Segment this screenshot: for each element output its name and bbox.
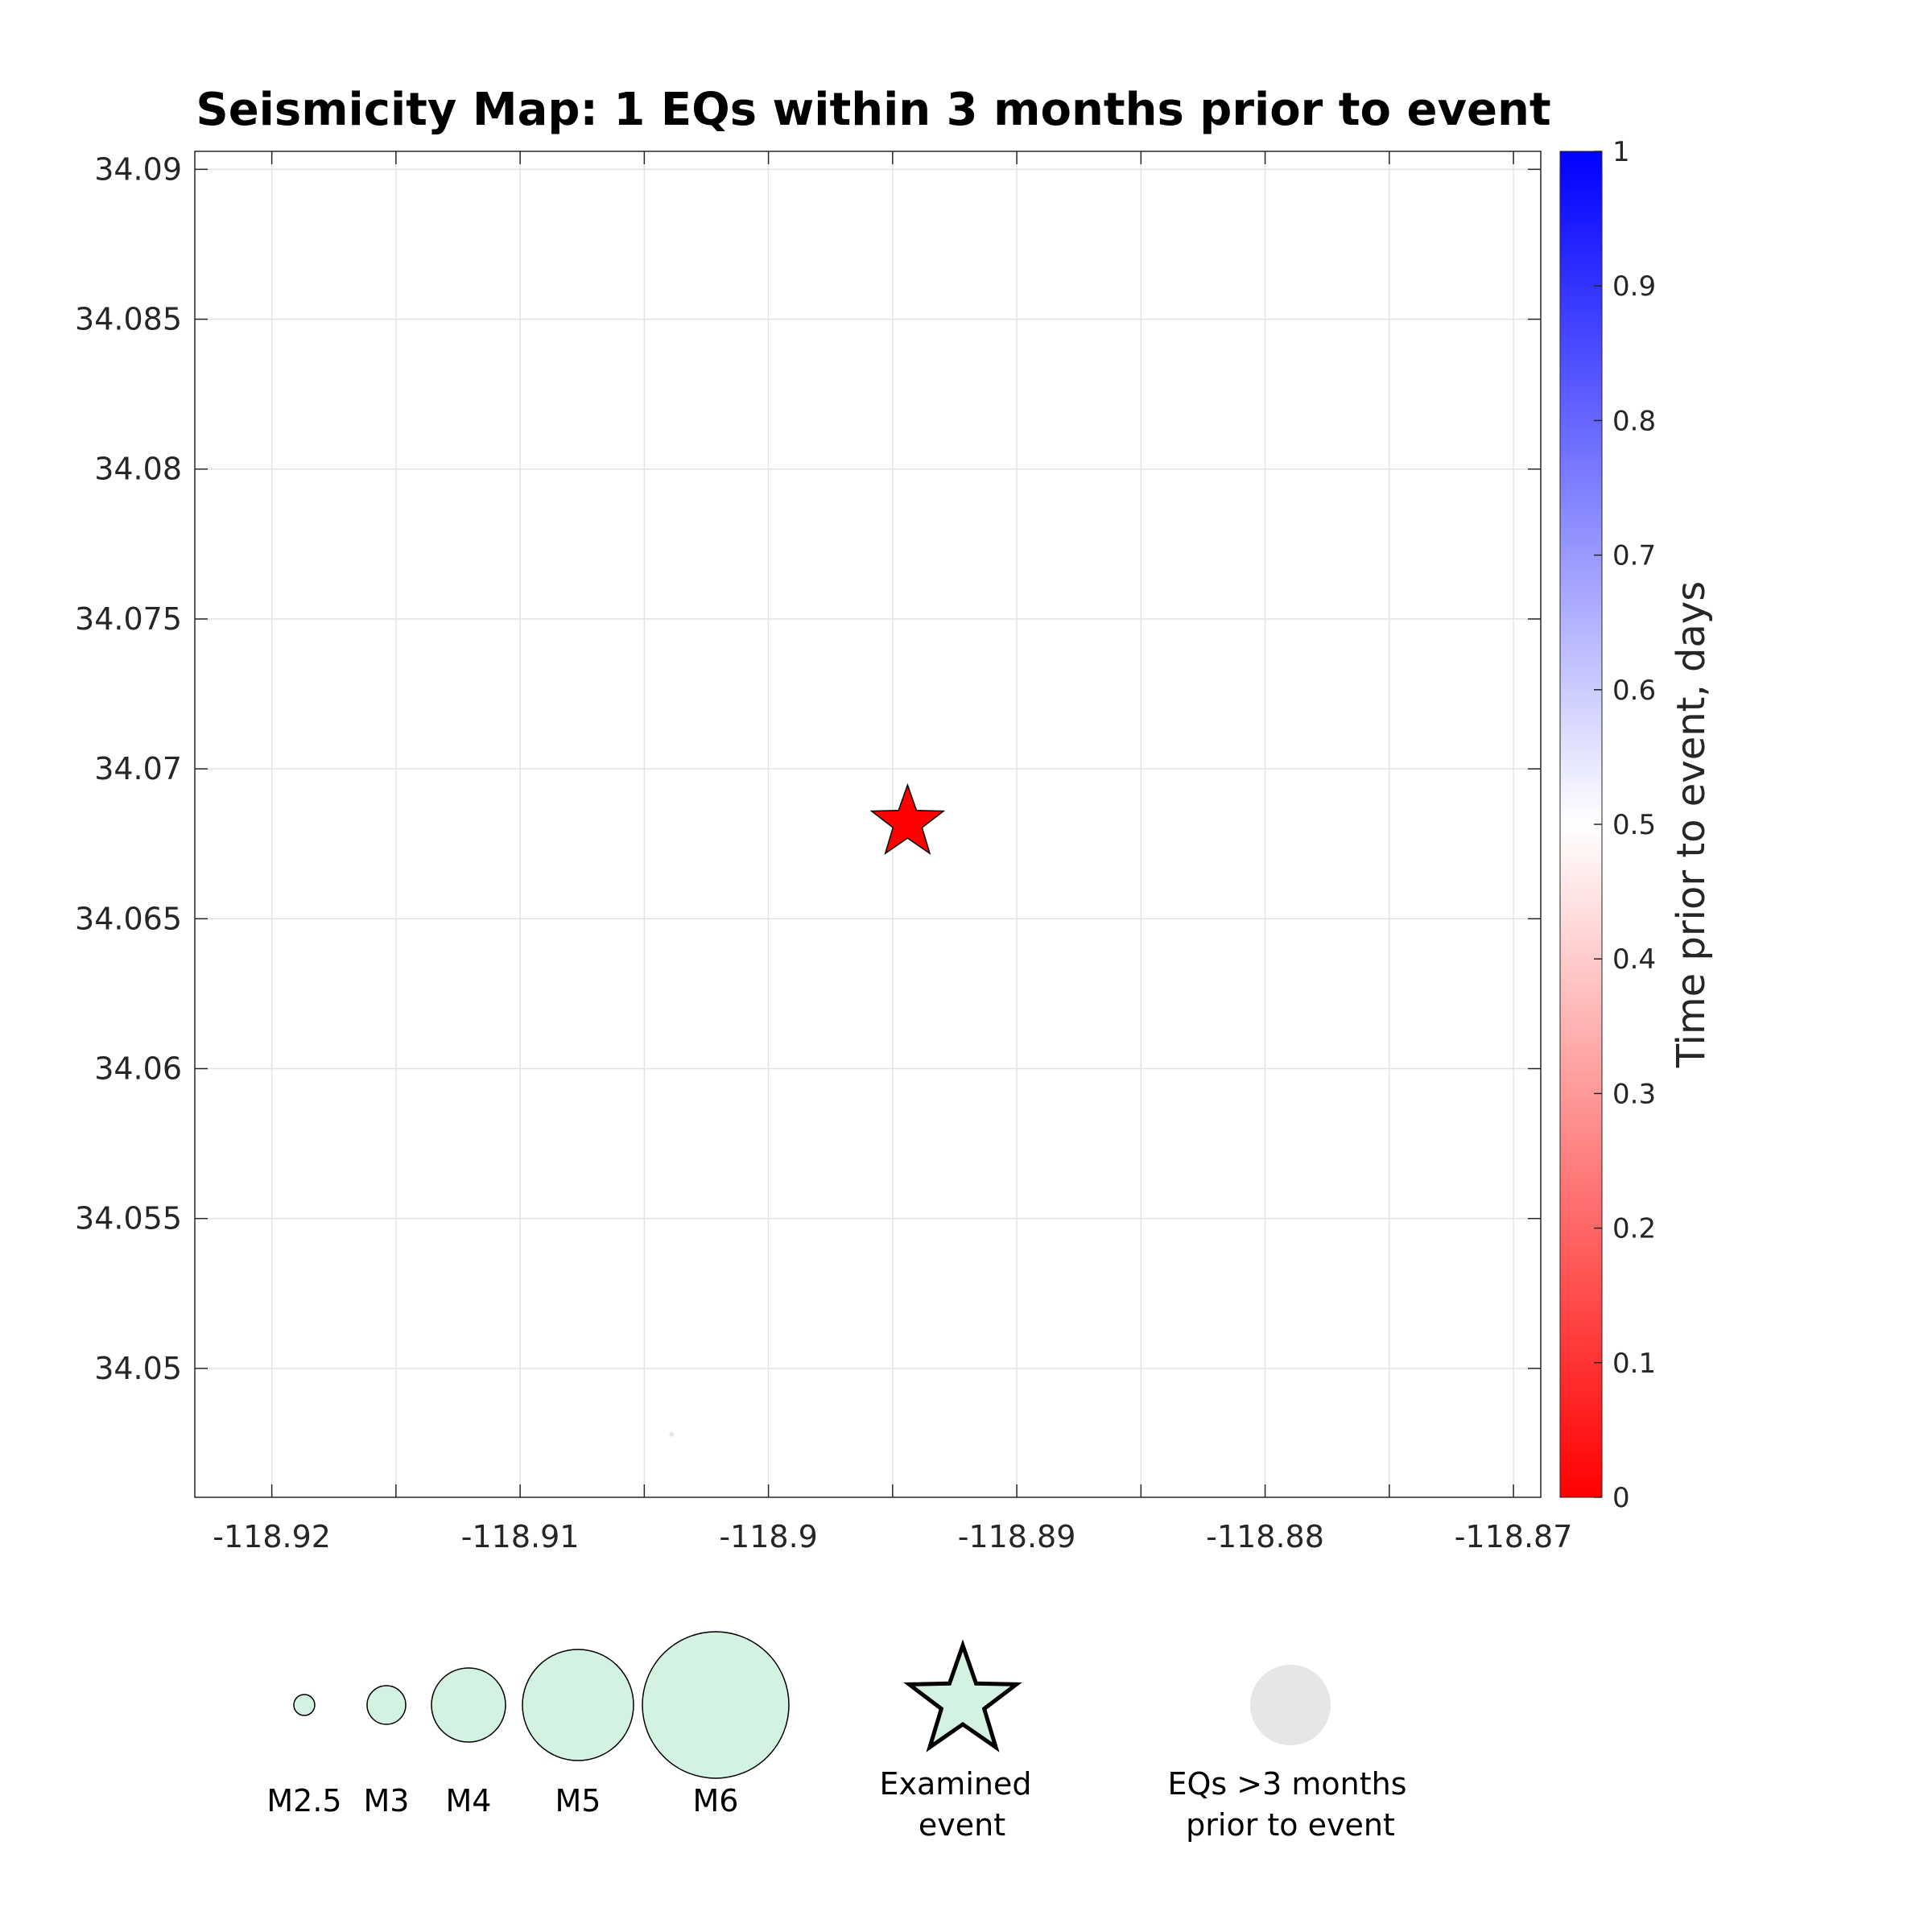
axis-ticks <box>195 151 1541 1497</box>
magnitude-legend-label: M4 <box>446 1783 492 1818</box>
marker-legend: M2.5 M3 M4 M5 M6 Examined event EQs >3 months pr… <box>266 1631 1407 1843</box>
magnitude-legend-circle <box>293 1694 316 1716</box>
y-tick-label: 34.09 <box>94 151 182 187</box>
colorbar-tick-label: 1 <box>1612 136 1630 168</box>
magnitude-legend-label: M2.5 <box>266 1783 341 1818</box>
examined-event-star <box>869 782 946 856</box>
x-tick-label: -118.92 <box>213 1519 331 1554</box>
magnitude-legend-label: M3 <box>364 1783 410 1818</box>
colorbar-label: Time prior to event, days <box>1669 581 1714 1069</box>
y-tick-label: 34.05 <box>94 1351 182 1386</box>
colorbar-tick-label: 0.2 <box>1612 1213 1656 1245</box>
data-points <box>669 782 946 1437</box>
magnitude-legend-label: M5 <box>555 1783 601 1818</box>
y-tick-label: 34.065 <box>75 901 182 936</box>
grid <box>195 151 1541 1497</box>
y-tick-labels: 34.05 34.055 34.06 34.065 34.07 34.075 34.08 34… <box>75 151 182 1386</box>
x-tick-label: -118.89 <box>958 1519 1076 1554</box>
y-tick-label: 34.075 <box>75 601 182 637</box>
colorbar-tick-label: 0.7 <box>1612 540 1656 572</box>
examined-event-legend-label: Examined <box>880 1766 1032 1802</box>
y-tick-label: 34.055 <box>75 1201 182 1236</box>
examined-event-legend-label: event <box>919 1807 1005 1843</box>
x-tick-label: -118.87 <box>1455 1519 1573 1554</box>
x-tick-labels: -118.92 -118.91 -118.9 -118.89 -118.88 -118.8… <box>213 1519 1572 1554</box>
colorbar-tick-label: 0 <box>1612 1482 1630 1514</box>
old-earthquakes-legend-label: prior to event <box>1186 1807 1395 1843</box>
x-tick-label: -118.91 <box>461 1519 580 1554</box>
magnitude-legend-circle <box>431 1667 506 1743</box>
colorbar-tick-label: 0.6 <box>1612 675 1656 707</box>
magnitude-legend-label: M6 <box>693 1783 739 1818</box>
magnitude-legend-circle <box>366 1685 407 1725</box>
magnitude-legend-circle <box>642 1631 790 1779</box>
colorbar-ticks: 0 0.1 0.2 0.3 0.4 0.5 0.6 0.7 0.8 0.9 1 <box>1594 136 1656 1514</box>
y-tick-label: 34.085 <box>75 302 182 337</box>
y-tick-label: 34.06 <box>94 1051 182 1086</box>
colorbar-tick-label: 0.4 <box>1612 943 1656 976</box>
colorbar-tick-label: 0.9 <box>1612 270 1656 303</box>
chart-title: Seismicity Map: 1 EQs within 3 months pr… <box>196 84 1550 136</box>
colorbar-tick-label: 0.8 <box>1612 405 1656 437</box>
x-tick-label: -118.88 <box>1206 1519 1324 1554</box>
colorbar-tick-label: 0.5 <box>1612 809 1656 841</box>
y-tick-label: 34.08 <box>94 452 182 487</box>
old-earthquakes-legend-circle <box>1250 1665 1331 1745</box>
earthquake-point <box>669 1431 675 1437</box>
colorbar-tick-label: 0.3 <box>1612 1078 1656 1110</box>
examined-event-legend-star <box>903 1639 1022 1752</box>
old-earthquakes-legend-label: EQs >3 months <box>1167 1766 1406 1802</box>
y-tick-label: 34.07 <box>94 751 182 786</box>
magnitude-legend-circle <box>522 1649 634 1761</box>
colorbar-tick-label: 0.1 <box>1612 1348 1656 1380</box>
plot-area-frame <box>194 151 1542 1498</box>
x-tick-label: -118.9 <box>719 1519 818 1554</box>
